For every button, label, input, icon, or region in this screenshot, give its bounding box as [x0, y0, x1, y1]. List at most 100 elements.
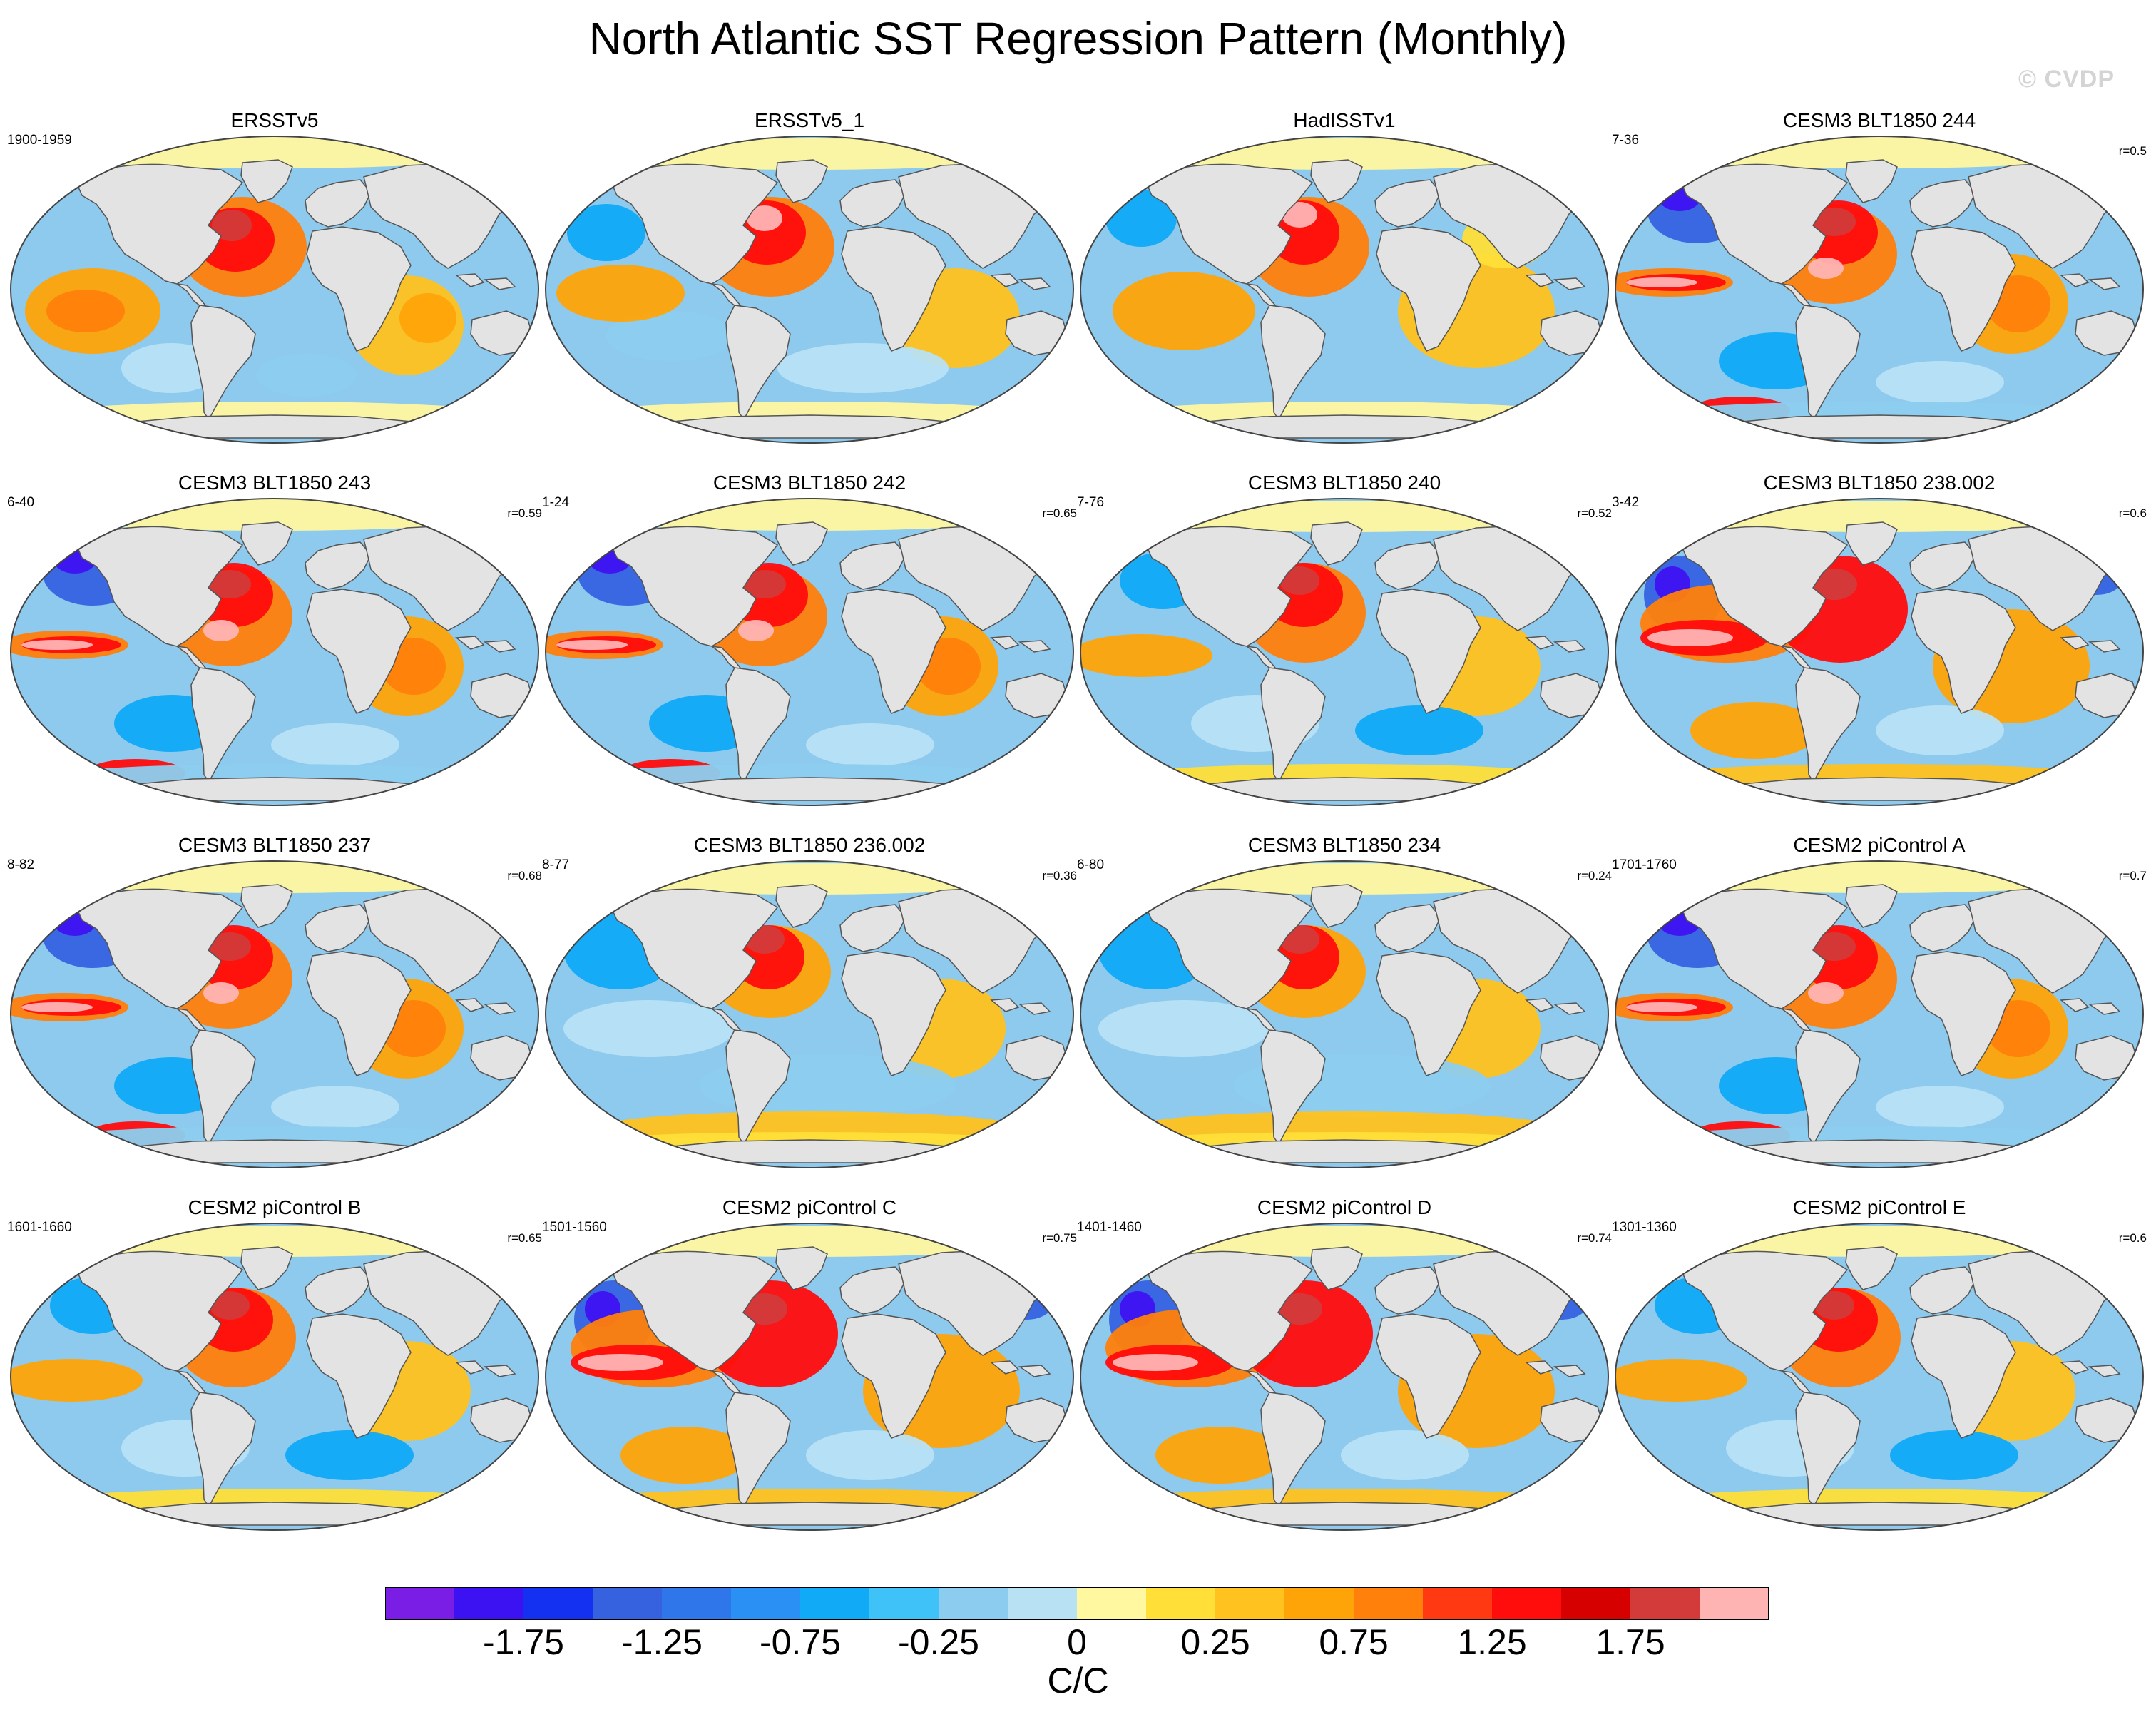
colorbar-swatch — [1215, 1587, 1285, 1620]
colorbar-tick-label: 1.75 — [1595, 1622, 1665, 1662]
sst-anomaly-region — [743, 570, 786, 598]
world-map — [1080, 136, 1609, 444]
sst-field — [1615, 1223, 2143, 1530]
colorbar-swatch — [1423, 1587, 1493, 1620]
sst-anomaly-region — [285, 1430, 414, 1480]
map-outline — [545, 860, 1074, 1168]
panel-title: CESM2 piControl C — [722, 1196, 897, 1218]
sst-anomaly-region — [203, 620, 239, 641]
colorbar-swatch — [1700, 1587, 1769, 1620]
sst-field — [1615, 136, 2143, 443]
sst-field — [11, 499, 538, 805]
world-map — [1080, 498, 1609, 806]
map-outline — [10, 860, 539, 1168]
panel-title: CESM3 BLT1850 238.002 — [1763, 472, 1996, 494]
sst-anomaly-region — [271, 1086, 399, 1128]
map-outline — [1080, 498, 1609, 806]
colorbar-tick-label: 0.75 — [1319, 1622, 1389, 1662]
map-panel: CESM3 BLT1850 244 7-36 r=0.5 — [1612, 108, 2147, 469]
colorbar-swatch — [731, 1587, 801, 1620]
sst-anomaly-region — [777, 343, 949, 393]
sst-field — [546, 861, 1073, 1168]
colorbar-swatch — [523, 1587, 593, 1620]
panel-correlation: r=0.52 — [1577, 506, 1612, 520]
figure-title: North Atlantic SST Regression Pattern (M… — [588, 13, 1568, 64]
map-outline — [545, 1223, 1074, 1531]
panel-years: 3-42 — [1612, 495, 1640, 510]
colorbar-swatch — [1146, 1587, 1216, 1620]
panel-correlation: r=0.59 — [507, 506, 542, 520]
sst-anomaly-region — [21, 640, 93, 650]
sst-anomaly-region — [11, 1359, 143, 1402]
colorbar-swatch — [1354, 1587, 1424, 1620]
map-outline — [1080, 860, 1609, 1168]
map-outline — [1615, 498, 2144, 806]
sst-anomaly-region — [1626, 277, 1697, 287]
sst-field — [546, 1223, 1073, 1530]
colorbar-swatch — [593, 1587, 663, 1620]
sst-field — [1615, 861, 2143, 1168]
panel-title: CESM3 BLT1850 237 — [178, 834, 372, 856]
map-panel: ERSSTv5 1900-1959 — [7, 108, 542, 469]
sst-anomaly-region — [1113, 1354, 1198, 1371]
sst-field — [1080, 861, 1608, 1168]
colorbar-swatch — [1561, 1587, 1631, 1620]
panel-title: CESM3 BLT1850 236.002 — [693, 834, 926, 856]
sst-anomaly-region — [1890, 1430, 2018, 1480]
sst-anomaly-region — [738, 620, 774, 641]
panel-years: 1-24 — [542, 495, 570, 510]
panel-years: 7-36 — [1612, 133, 1640, 148]
sst-field — [1615, 499, 2143, 805]
colorbar-swatch — [385, 1587, 455, 1620]
sst-anomaly-region — [556, 640, 628, 650]
map-panel: CESM2 piControl D 1401-1460 r=0.74 — [1077, 1196, 1612, 1556]
map-panel: ERSSTv5_1 — [542, 108, 1077, 469]
panel-correlation: r=0.68 — [507, 869, 542, 882]
panel-title: CESM2 piControl E — [1792, 1196, 1966, 1218]
colorbar-frame — [385, 1587, 1769, 1620]
panel-correlation: r=0.65 — [507, 1231, 542, 1245]
map-outline — [1615, 136, 2144, 444]
sst-anomaly-region — [1690, 702, 1819, 759]
world-map — [10, 1223, 539, 1531]
sst-anomaly-region — [620, 1427, 749, 1484]
map-outline — [10, 1223, 539, 1531]
sst-anomaly-region — [203, 982, 239, 1004]
panel-title: CESM3 BLT1850 243 — [178, 472, 372, 494]
panel-years: 1900-1959 — [7, 133, 72, 148]
panel-correlation: r=0.6 — [2118, 1231, 2147, 1245]
sst-anomaly-region — [257, 354, 357, 397]
sst-anomaly-region — [46, 290, 125, 332]
colorbar-tick-label: -0.75 — [760, 1622, 841, 1662]
panel-correlation: r=0.6 — [2118, 506, 2147, 520]
sst-field — [11, 861, 538, 1168]
sst-anomaly-region — [399, 293, 456, 343]
watermark: © CVDP — [2018, 66, 2115, 93]
panel-correlation: r=0.75 — [1042, 1231, 1077, 1245]
colorbar-swatch — [1008, 1587, 1078, 1620]
panel-correlation: r=0.36 — [1042, 869, 1077, 882]
colorbar-swatch — [800, 1587, 870, 1620]
sst-anomaly-region — [1876, 705, 2004, 755]
world-map — [545, 860, 1074, 1168]
map-panel: CESM3 BLT1850 238.002 3-42 r=0.6 — [1612, 471, 2147, 831]
colorbar-swatch — [454, 1587, 524, 1620]
map-panel: CESM3 BLT1850 242 1-24 r=0.65 — [542, 471, 1077, 831]
sst-anomaly-region — [556, 265, 685, 322]
colorbar-tick-label: 1.25 — [1457, 1622, 1527, 1662]
sst-anomaly-region — [1876, 1086, 2004, 1128]
panel-years: 7-76 — [1077, 495, 1105, 510]
map-outline — [10, 136, 539, 444]
sst-anomaly-region — [212, 210, 252, 241]
colorbar-tick-label: -1.25 — [621, 1622, 703, 1662]
panel-years: 1701-1760 — [1612, 857, 1677, 872]
colorbar-swatch — [662, 1587, 732, 1620]
world-map — [1080, 1223, 1609, 1531]
sst-field — [11, 136, 538, 443]
sst-anomaly-region — [578, 1354, 663, 1371]
map-panel: CESM3 BLT1850 234 6-80 r=0.24 — [1077, 833, 1612, 1193]
sst-anomaly-region — [1355, 705, 1483, 755]
sst-anomaly-region — [21, 1002, 93, 1012]
panel-years: 1401-1460 — [1077, 1220, 1142, 1235]
sst-field — [1080, 1223, 1608, 1530]
